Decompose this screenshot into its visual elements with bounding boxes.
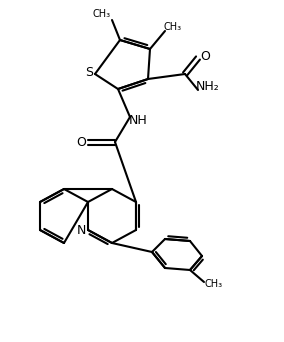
Text: CH₃: CH₃	[205, 279, 223, 289]
Text: NH₂: NH₂	[196, 80, 220, 93]
Text: NH: NH	[129, 115, 147, 128]
Text: CH₃: CH₃	[93, 9, 111, 19]
Text: O: O	[200, 50, 210, 63]
Text: CH₃: CH₃	[164, 22, 182, 32]
Text: O: O	[76, 135, 86, 148]
Text: N: N	[76, 224, 86, 237]
Text: S: S	[85, 66, 93, 79]
